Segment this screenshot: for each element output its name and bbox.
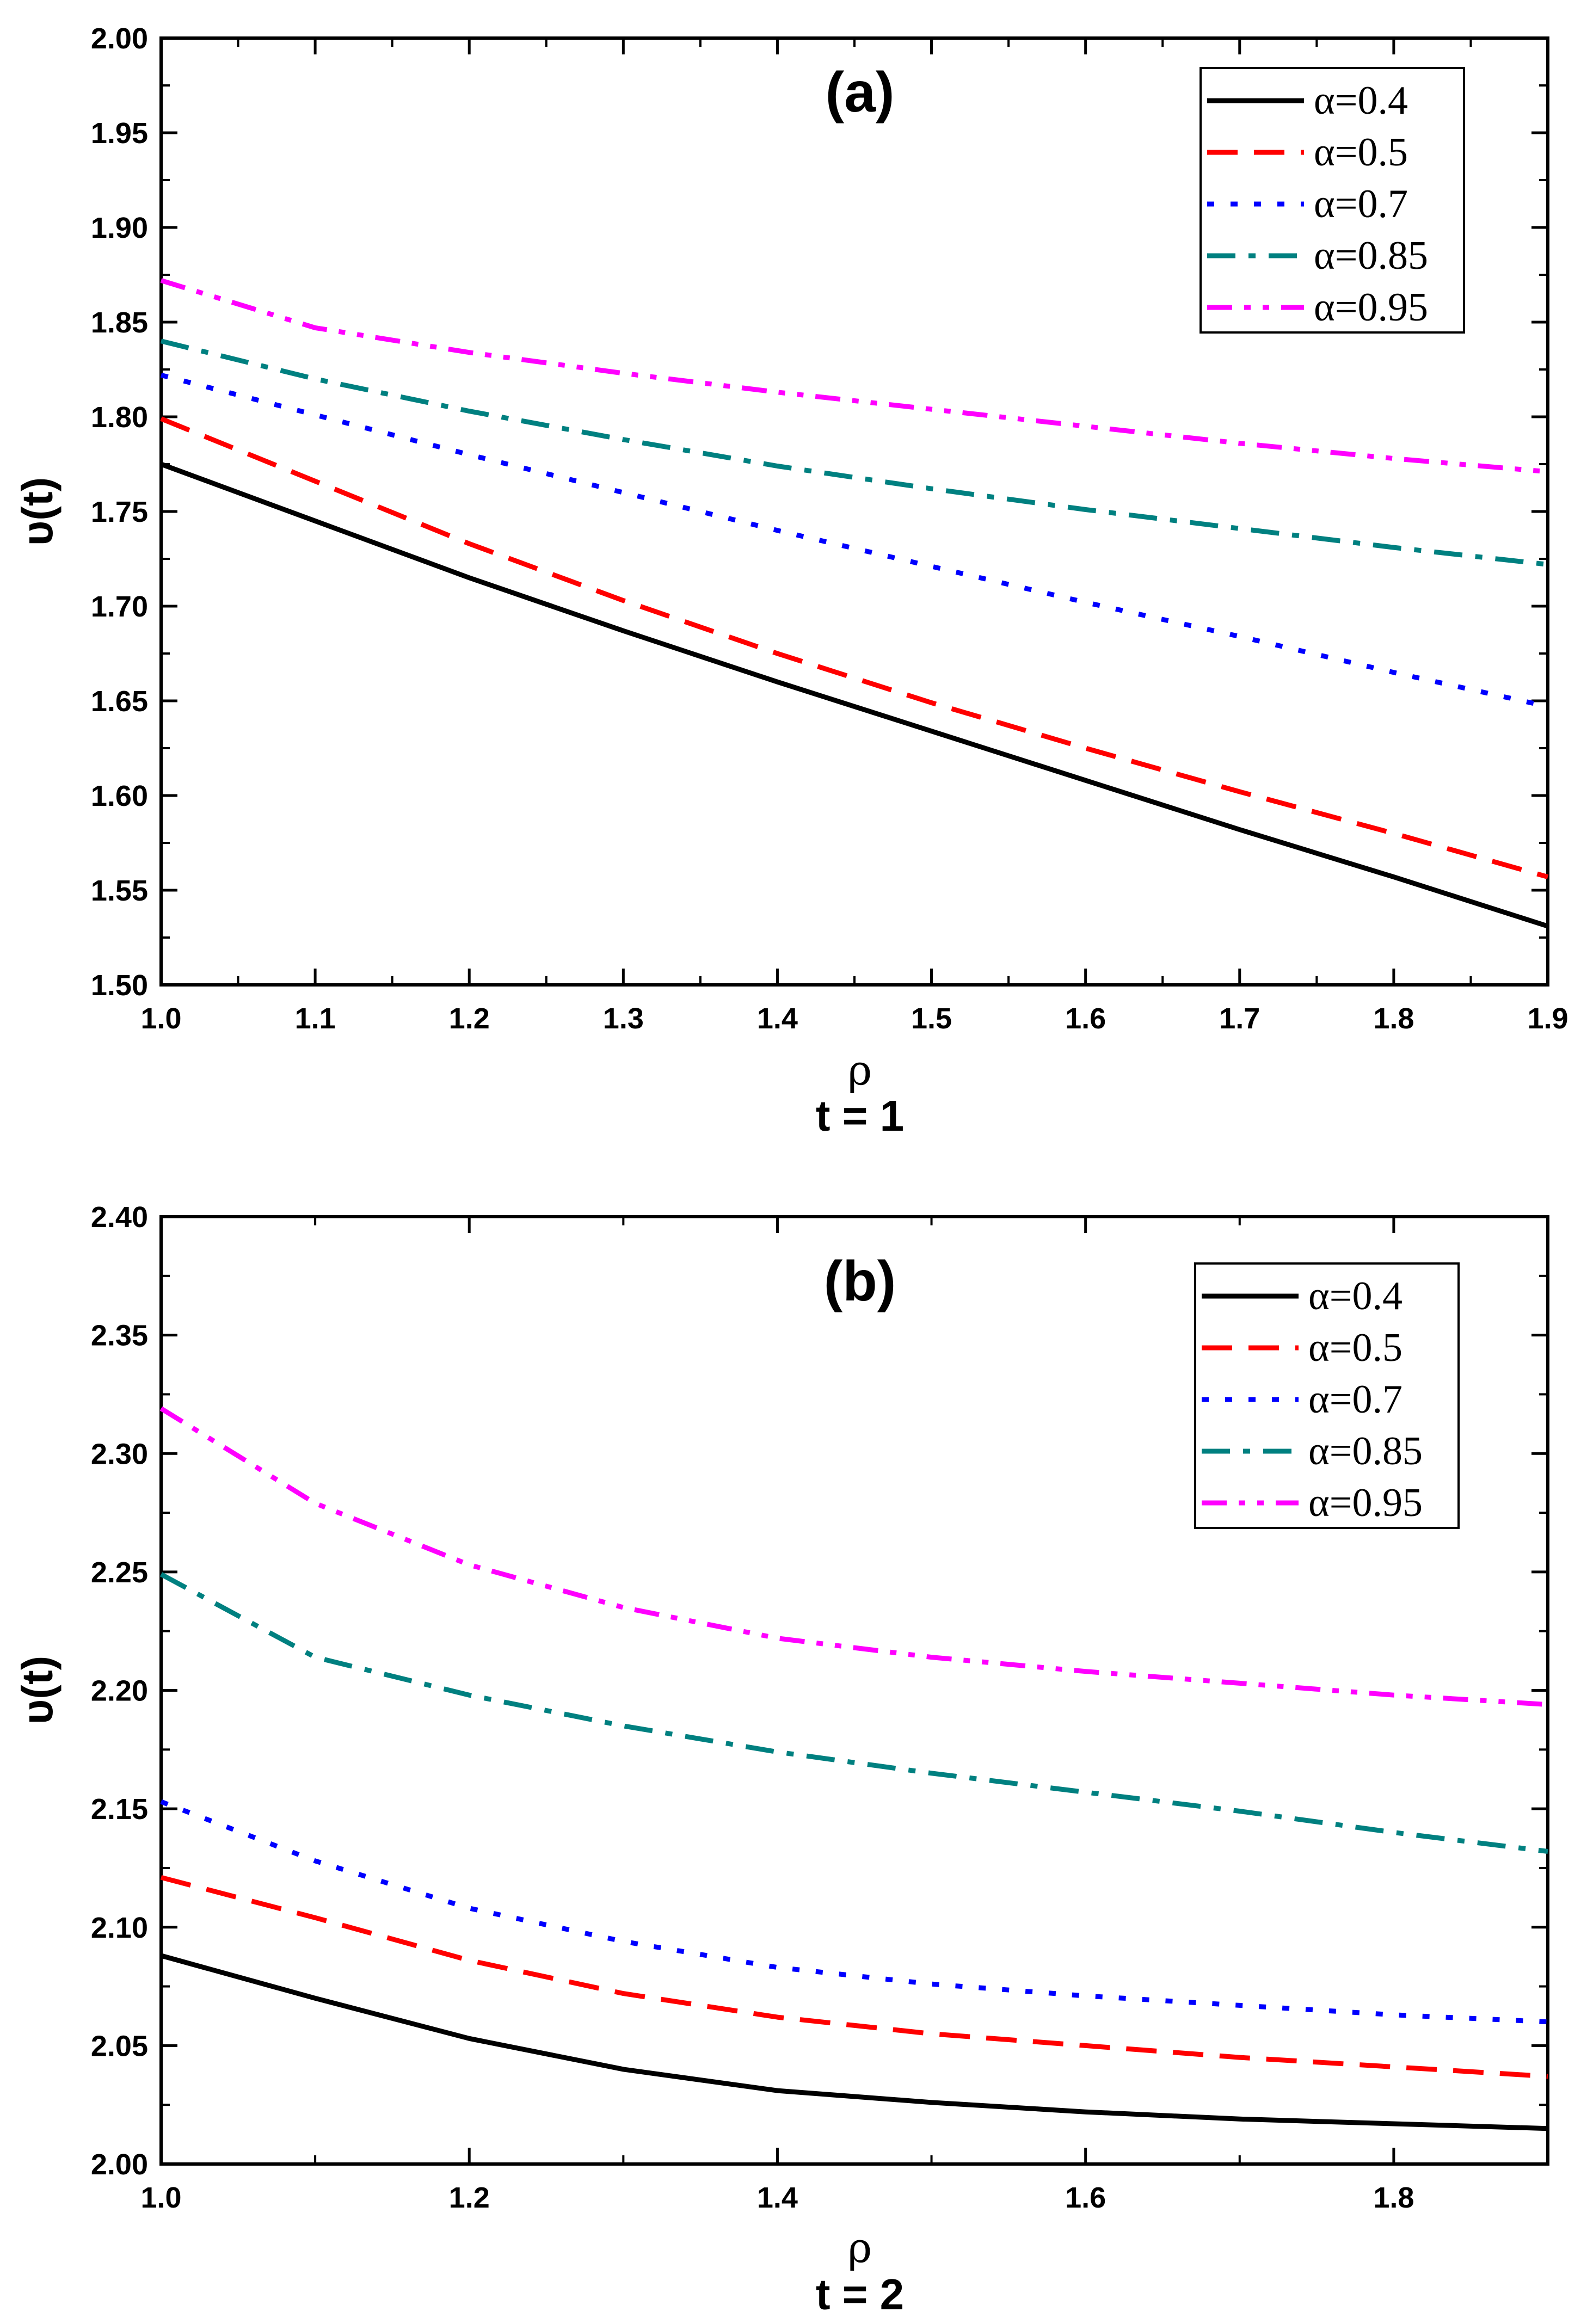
legend-box (1200, 67, 1465, 334)
y-tick-label: 1.80 (91, 401, 148, 434)
series-line-1 (160, 416, 1549, 879)
x-tick-label: 1.0 (140, 2181, 181, 2214)
y-tick-label: 2.15 (91, 1793, 148, 1826)
x-tick-label: 1.1 (295, 1002, 336, 1035)
panel-label: (a) (825, 61, 894, 124)
y-tick-label: 2.20 (91, 1675, 148, 1707)
x-tick-label: 1.2 (449, 1002, 490, 1035)
panel-caption: t = 2 (816, 2270, 904, 2319)
y-axis-label: υ(t) (13, 477, 61, 546)
panel-caption: t = 1 (816, 1092, 904, 1140)
chart-panel-b: 1.0 1.2 1.4 1.6 1.8 2.00 2.05 2.10 2.15 2.20 2.25 2… (13, 1201, 1549, 2319)
y-tick-label: 1.55 (91, 874, 148, 907)
x-axis-label: ρ (848, 2223, 872, 2272)
x-tick-label: 1.5 (911, 1002, 952, 1035)
legend-box (1194, 1262, 1460, 1529)
legend-entry-2: α=0.7 (1308, 1377, 1403, 1422)
y-tick-label: 2.05 (91, 2030, 148, 2062)
x-tick-label: 1.2 (449, 2181, 490, 2214)
legend-entry-1: α=0.5 (1314, 130, 1408, 175)
x-tick-label: 1.8 (1373, 1002, 1414, 1035)
legend-entry-2: α=0.7 (1314, 182, 1408, 226)
legend-entry-3: α=0.85 (1314, 233, 1428, 278)
series-line-1 (160, 1875, 1548, 2079)
legend-entry-3: α=0.85 (1308, 1429, 1423, 1474)
y-tick-label: 2.30 (91, 1438, 148, 1470)
series-line-3 (160, 338, 1548, 567)
y-tick-label: 1.75 (91, 496, 148, 528)
x-axis-label: ρ (848, 1046, 872, 1094)
panel-label: (b) (824, 1250, 896, 1313)
series-line-0 (160, 1953, 1548, 2131)
y-tick-label: 2.00 (91, 2148, 148, 2181)
x-tick-label: 1.9 (1527, 1002, 1568, 1035)
y-tick-label: 2.00 (91, 22, 148, 55)
x-tick-label: 1.4 (757, 1002, 798, 1035)
series-line-4 (159, 1406, 1548, 1707)
y-tick-label: 1.50 (91, 969, 148, 1002)
series-line-2 (160, 373, 1548, 709)
x-tick-label: 1.8 (1373, 2181, 1414, 2214)
legend-entry-0: α=0.4 (1308, 1274, 1403, 1318)
x-tick-label: 1.4 (757, 2181, 798, 2214)
series-line-2 (160, 1799, 1548, 2025)
legend-entry-0: α=0.4 (1314, 78, 1408, 123)
x-tick-label: 1.0 (140, 1002, 181, 1035)
x-tick-label: 1.3 (603, 1002, 644, 1035)
chart-panel-a: 1.0 1.1 1.2 1.3 1.4 1.5 1.6 1.7 1.8 1.9 1.50 1.55 1.… (13, 22, 1568, 1140)
y-axis-label: υ(t) (13, 1656, 61, 1724)
x-tick-label: 1.7 (1219, 1002, 1260, 1035)
legend-entry-4: α=0.95 (1314, 285, 1428, 330)
y-tick-label: 1.60 (91, 780, 148, 812)
y-tick-label: 2.25 (91, 1556, 148, 1589)
y-tick-label: 1.70 (91, 590, 148, 623)
y-tick-label: 2.40 (91, 1201, 148, 1234)
series-line-4 (160, 278, 1548, 474)
legend-entry-4: α=0.95 (1308, 1481, 1423, 1525)
y-tick-label: 2.10 (91, 1912, 148, 1944)
series-line-3 (159, 1572, 1548, 1854)
y-tick-label: 1.85 (91, 306, 148, 339)
y-tick-label: 1.90 (91, 212, 148, 244)
x-tick-label: 1.6 (1065, 2181, 1106, 2214)
y-tick-label: 1.65 (91, 685, 148, 718)
y-tick-label: 1.95 (91, 117, 148, 150)
y-tick-label: 2.35 (91, 1320, 148, 1352)
series-line-0 (160, 461, 1549, 929)
legend-entry-1: α=0.5 (1308, 1326, 1403, 1370)
x-tick-label: 1.6 (1065, 1002, 1106, 1035)
